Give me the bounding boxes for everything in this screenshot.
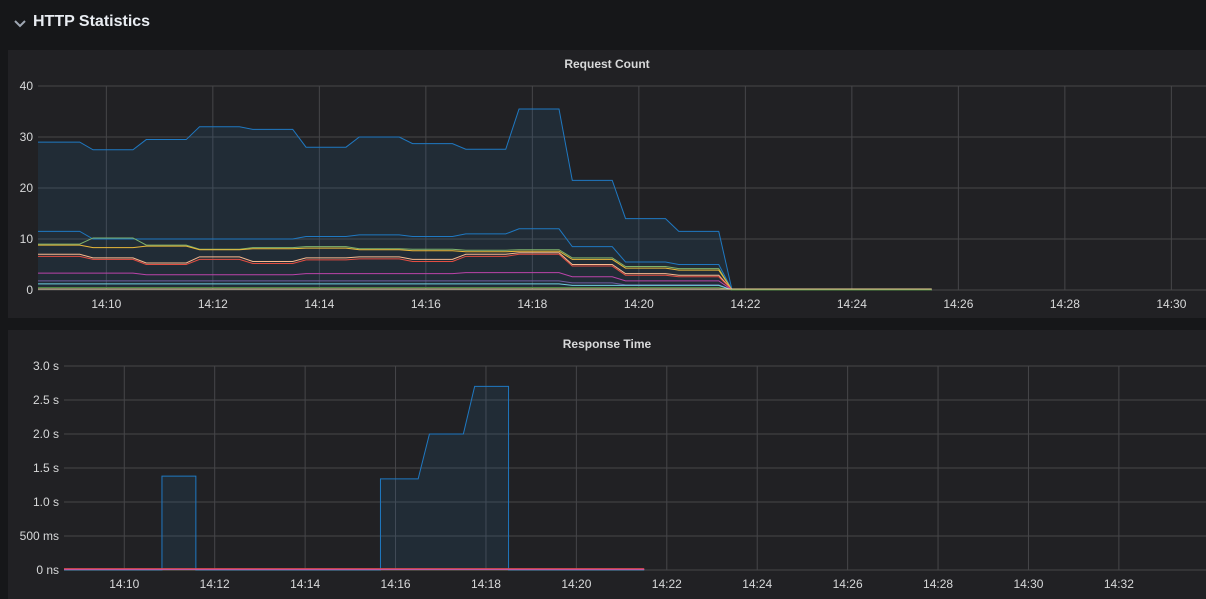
- x-tick-label: 14:26: [833, 577, 863, 591]
- x-tick-label: 14:10: [109, 577, 139, 591]
- series-line-0[interactable]: [38, 108, 932, 291]
- series-line-5[interactable]: [38, 253, 932, 291]
- chevron-down-icon[interactable]: [13, 17, 27, 31]
- y-tick-label: 30: [20, 130, 34, 144]
- x-tick-label: 14:22: [652, 577, 682, 591]
- panel-title[interactable]: Response Time: [562, 337, 652, 351]
- row-header[interactable]: HTTP Statistics: [0, 0, 1206, 46]
- x-tick-label: 14:32: [1104, 577, 1134, 591]
- x-tick-label: 14:24: [742, 577, 772, 591]
- y-tick-label: 0: [26, 283, 33, 297]
- request-count-panel: Request Count 0 10 20 30 40 14:10 14:12 14:14 14…: [8, 50, 1206, 318]
- y-tick-label: 40: [20, 79, 34, 93]
- x-tick-label: 14:26: [943, 297, 973, 311]
- series-line-1[interactable]: [38, 228, 932, 291]
- request-count-chart: 0 10 20 30 40 14:10 14:12 14:14 14:16 14:18 14:20 1…: [20, 79, 1206, 311]
- x-tick-label: 14:30: [1156, 297, 1186, 311]
- series-line-4[interactable]: [38, 252, 932, 291]
- y-tick-label: 3.0 s: [33, 359, 59, 373]
- response-time-chart: 0 ns 500 ms 1.0 s 1.5 s 2.0 s 2.5 s 3.0 s 14:10…: [20, 359, 1206, 591]
- x-tick-label: 14:30: [1013, 577, 1043, 591]
- y-tick-label: 0 ns: [36, 563, 59, 577]
- x-tick-label: 14:12: [198, 297, 228, 311]
- x-tick-label: 14:18: [471, 577, 501, 591]
- x-tick-label: 14:12: [200, 577, 230, 591]
- series-line-3[interactable]: [38, 244, 932, 291]
- y-tick-label: 500 ms: [20, 529, 59, 543]
- x-tick-label: 14:22: [730, 297, 760, 311]
- x-tick-label: 14:28: [923, 577, 953, 591]
- y-tick-label: 2.5 s: [33, 393, 59, 407]
- x-tick-label: 14:28: [1050, 297, 1080, 311]
- y-tick-label: 10: [20, 232, 34, 246]
- y-tick-label: 1.5 s: [33, 461, 59, 475]
- x-tick-label: 14:16: [411, 297, 441, 311]
- x-tick-label: 14:20: [561, 577, 591, 591]
- x-tick-label: 14:14: [290, 577, 320, 591]
- row-title[interactable]: HTTP Statistics: [33, 13, 151, 30]
- series-area-0: [38, 108, 932, 290]
- x-tick-label: 14:20: [624, 297, 654, 311]
- series-line-2[interactable]: [38, 237, 932, 291]
- y-tick-label: 2.0 s: [33, 427, 59, 441]
- x-tick-label: 14:24: [837, 297, 867, 311]
- x-tick-label: 14:10: [91, 297, 121, 311]
- x-tick-label: 14:14: [304, 297, 334, 311]
- y-tick-label: 1.0 s: [33, 495, 59, 509]
- response-time-panel: Response Time 0 ns 500 ms 1.0 s 1.5 s 2.0 s 2…: [8, 330, 1206, 599]
- y-tick-label: 20: [20, 181, 34, 195]
- series-area-0: [64, 386, 645, 570]
- series-line-0[interactable]: [64, 385, 645, 571]
- x-tick-label: 14:18: [517, 297, 547, 311]
- series-line-6[interactable]: [38, 272, 932, 291]
- x-tick-label: 14:16: [381, 577, 411, 591]
- panel-title[interactable]: Request Count: [564, 57, 650, 71]
